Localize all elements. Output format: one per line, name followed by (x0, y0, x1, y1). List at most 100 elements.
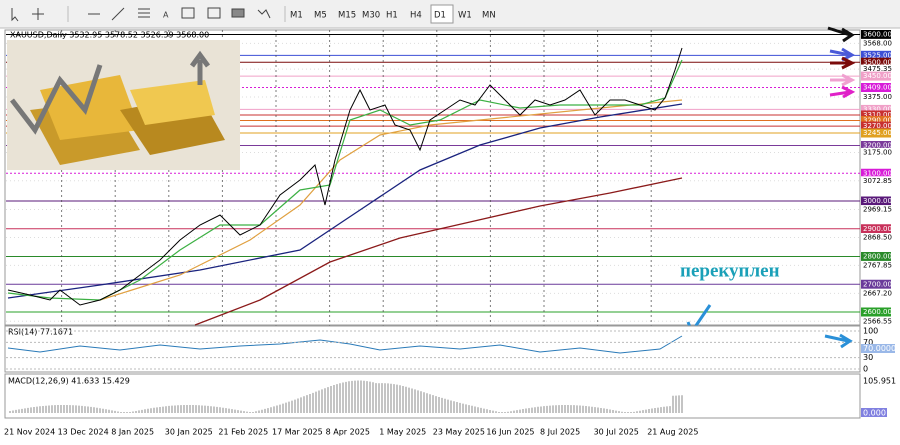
timeframe-button[interactable]: W1 (458, 11, 472, 21)
macd-header: MACD(12,26,9) 41.633 15.429 (8, 377, 130, 386)
date-label: 8 Apr 2025 (326, 428, 370, 437)
price-label: 3568.00 (863, 39, 892, 47)
macd-zero-box (861, 408, 887, 417)
date-label: 8 Jul 2025 (540, 428, 580, 437)
price-label: 3245.00 (863, 129, 892, 137)
price-label: 2900.00 (863, 225, 892, 233)
date-label: 17 Mar 2025 (272, 428, 323, 437)
date-label: 13 Dec 2024 (58, 428, 109, 437)
price-label: 3450.00 (863, 72, 892, 80)
annotation: перекуплен (680, 260, 780, 281)
price-label-box (861, 92, 891, 102)
rsi-current-box (861, 344, 895, 353)
price-label-box (861, 128, 891, 138)
timeframe-button[interactable]: MN (482, 11, 496, 21)
price-label-box (861, 316, 891, 326)
rsi-level-label: 0 (863, 365, 868, 374)
price-label: 3500.00 (863, 58, 892, 66)
price-label: 2600.00 (863, 308, 892, 316)
date-label: 21 Feb 2025 (218, 428, 268, 437)
date-label: 21 Aug 2025 (647, 428, 698, 437)
price-label: 3270.00 (863, 122, 892, 130)
price-label-box (861, 57, 891, 67)
price-label-box (861, 121, 891, 131)
date-label: 30 Jan 2025 (165, 428, 213, 437)
rsi-level-label: 100 (863, 327, 878, 336)
rsi-line (7, 335, 683, 354)
date-label: 16 Jun 2025 (486, 428, 534, 437)
price-label-box (861, 307, 891, 317)
rsi-current: 70.0000 (863, 344, 896, 353)
price-label-box (861, 64, 891, 74)
macd-zero: 0.000 (863, 409, 886, 418)
timeframe-button[interactable]: M30 (362, 11, 380, 21)
price-label: 3290.00 (863, 117, 892, 125)
rsi-level-label: 70 (863, 338, 873, 347)
rsi-panel (4, 325, 861, 373)
price-label-box (861, 232, 891, 242)
price-label: 3000.00 (863, 197, 892, 205)
chart-header: XAUUSD,Daily 3532.95 3578.52 3526.39 356… (10, 31, 209, 40)
price-label-box (861, 176, 891, 186)
price-label-box (861, 224, 891, 234)
timeframe-button[interactable]: M15 (338, 11, 356, 21)
timeframe-bar: M1 M5 M15 M30 H1 H4 D1 W1 MN (290, 4, 496, 24)
price-label-box (861, 83, 891, 93)
price-label-box (861, 110, 891, 120)
macd-max: 105.951 (863, 377, 896, 386)
price-label: 3310.00 (863, 111, 892, 119)
price-label-box (861, 252, 891, 261)
price-label: 3475.35 (863, 65, 892, 73)
tool-icons: A (11, 6, 286, 22)
price-label-box (861, 147, 891, 157)
price-label-box (861, 50, 891, 60)
rsi-level-label: 30 (863, 353, 873, 362)
timeframe-button[interactable]: M1 (290, 11, 303, 21)
price-label: 3072.85 (863, 177, 892, 185)
price-label: 3525.00 (863, 51, 892, 59)
price-label: 3100.00 (863, 169, 892, 177)
timeframe-button[interactable]: H1 (386, 11, 398, 21)
timeframe-button[interactable]: M5 (314, 11, 327, 21)
price-label: 2667.20 (863, 289, 892, 297)
price-label: 2767.85 (863, 261, 892, 269)
rsi-axis: 100 70 30 0 70.0000 (6, 327, 896, 374)
date-label: 8 Jan 2025 (111, 428, 154, 437)
date-label: 30 Jul 2025 (594, 428, 639, 437)
macd-histogram (9, 380, 683, 413)
date-axis: 21 Nov 2024 13 Dec 2024 8 Jan 2025 30 Jan 2… (4, 428, 698, 437)
price-label-box (861, 205, 891, 215)
price-label: 2566.55 (863, 317, 892, 325)
price-label-box (861, 288, 891, 298)
level-arrows (827, 26, 856, 99)
price-label-box (861, 196, 891, 206)
price-label: 3330.00 (863, 105, 892, 113)
gold-image (7, 40, 240, 170)
price-label-box (861, 260, 891, 270)
price-label-box (861, 71, 891, 81)
price-label-box (861, 168, 891, 178)
price-label: 3175.00 (863, 148, 892, 156)
price-lines (7, 47, 683, 326)
date-label: 1 May 2025 (379, 428, 426, 437)
date-label: 21 Nov 2024 (4, 428, 55, 437)
rsi-header: RSI(14) 77.1671 (8, 328, 73, 337)
price-label-box (861, 141, 891, 150)
price-label: 3600.00 (863, 31, 892, 39)
timeframe-button[interactable]: D1 (434, 11, 446, 21)
date-label: 23 May 2025 (433, 428, 485, 437)
price-label-box (861, 30, 891, 39)
price-label-box (861, 279, 891, 289)
price-label-box (861, 38, 891, 48)
price-label: 2700.00 (863, 280, 892, 288)
price-label: 2969.15 (863, 206, 892, 214)
price-label-box (861, 116, 891, 126)
price-label: 2868.50 (863, 233, 892, 241)
price-label: 3409.00 (863, 84, 892, 92)
icon-a: A (163, 11, 169, 20)
timeframe-button[interactable]: H4 (410, 11, 422, 21)
price-label: 3200.00 (863, 142, 892, 150)
price-label: 2800.00 (863, 253, 892, 261)
